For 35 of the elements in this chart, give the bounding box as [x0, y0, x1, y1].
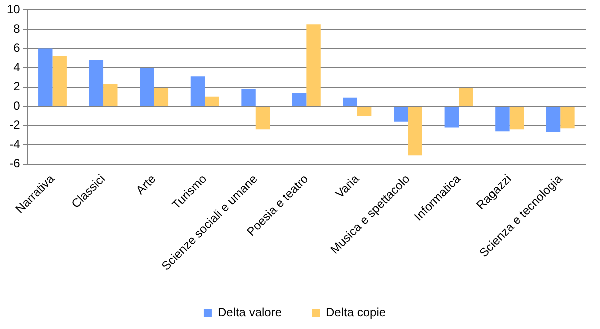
- bar: [205, 96, 220, 106]
- bar: [38, 48, 53, 106]
- y-tick-label: -6: [10, 156, 21, 171]
- bar: [292, 93, 307, 106]
- bar: [560, 107, 575, 129]
- legend-label: Delta valore: [218, 305, 282, 320]
- y-tick-label: 2: [14, 80, 21, 94]
- bar: [496, 107, 510, 132]
- bar: [459, 88, 474, 106]
- legend-label: Delta copie: [326, 305, 386, 320]
- bar: [306, 24, 321, 106]
- bar: [343, 98, 358, 106]
- y-tick-label: 10: [6, 2, 21, 17]
- y-tick-label: 8: [14, 22, 21, 36]
- bar: [140, 68, 154, 106]
- bar: [190, 76, 206, 106]
- y-tick-label: 0: [14, 98, 21, 113]
- bar: [444, 107, 460, 128]
- bar: [546, 107, 561, 133]
- bar: [89, 60, 104, 106]
- bar: [408, 107, 422, 156]
- bar: [104, 84, 118, 106]
- bar: [52, 56, 67, 106]
- bar: [242, 89, 256, 106]
- x-tick-label: Arte: [133, 172, 160, 198]
- y-tick-label: 4: [14, 60, 21, 74]
- x-tick-label: Varia: [332, 172, 362, 202]
- bar: [510, 107, 524, 130]
- y-tick-label: -2: [10, 118, 21, 132]
- bar: [357, 107, 372, 116]
- bar: [256, 107, 270, 130]
- bar: [394, 107, 408, 122]
- y-tick-label: -4: [10, 137, 21, 152]
- y-tick-label: 6: [14, 41, 21, 56]
- bar: [154, 88, 169, 106]
